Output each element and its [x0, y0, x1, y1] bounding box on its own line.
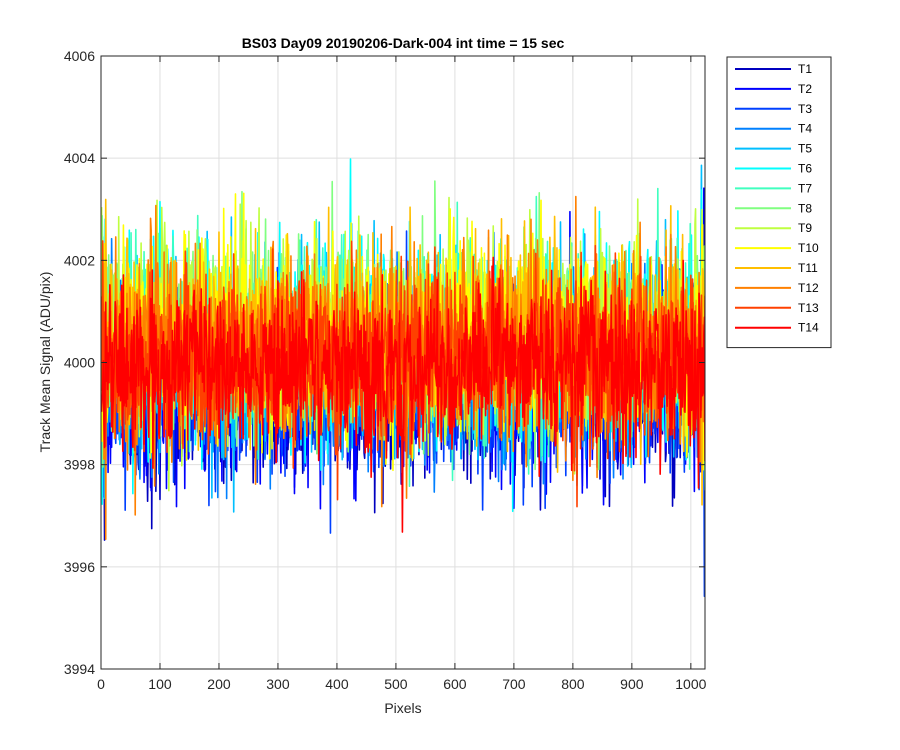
y-axis-label: Track Mean Signal (ADU/pix): [37, 272, 53, 453]
x-tick-label: 200: [207, 676, 231, 692]
legend-label: T8: [798, 201, 812, 215]
x-tick-label: 700: [502, 676, 526, 692]
legend-box: [726, 56, 832, 349]
legend-label: T13: [798, 301, 819, 315]
x-tick-label: 1000: [675, 676, 706, 692]
x-tick-label: 800: [561, 676, 585, 692]
legend-label: T10: [798, 241, 819, 255]
legend-label: T4: [798, 122, 812, 136]
legend-label: T7: [798, 181, 812, 195]
legend-label: T1: [798, 62, 812, 76]
y-tick-label: 3994: [64, 661, 95, 677]
y-tick-label: 4006: [64, 48, 95, 64]
axis-ticks: 0 100 200 300 400 500 600 700 800 900 1000 3994 3996…: [64, 48, 707, 692]
legend-label: T11: [798, 261, 818, 275]
x-tick-label: 300: [266, 676, 290, 692]
series-line-t14: [101, 256, 705, 533]
legend-label: T3: [798, 102, 812, 116]
legend-label: T5: [798, 142, 812, 156]
chart-title: BS03 Day09 20190206-Dark-004 int time = …: [242, 35, 565, 51]
y-tick-label: 4004: [64, 150, 95, 166]
legend-label: T2: [798, 82, 812, 96]
x-axis-label: Pixels: [384, 700, 421, 716]
x-tick-label: 400: [325, 676, 349, 692]
x-tick-label: 500: [384, 676, 408, 692]
x-tick-label: 100: [148, 676, 172, 692]
y-tick-label: 3998: [64, 457, 95, 473]
x-tick-label: 900: [620, 676, 644, 692]
legend-label: T14: [798, 321, 819, 335]
legend-label: T9: [798, 221, 812, 235]
legend-label: T6: [798, 162, 812, 176]
y-tick-label: 4002: [64, 252, 95, 268]
y-tick-label: 4000: [64, 355, 95, 371]
y-tick-label: 3996: [64, 559, 95, 575]
legend-label: T12: [798, 281, 819, 295]
legend: T1 T2 T3 T4 T5 T6 T7 T8 T9 T10 T11 T12 T13 T14: [726, 56, 832, 349]
x-tick-label: 600: [443, 676, 467, 692]
series-lines: [101, 158, 705, 598]
x-tick-label: 0: [97, 676, 105, 692]
